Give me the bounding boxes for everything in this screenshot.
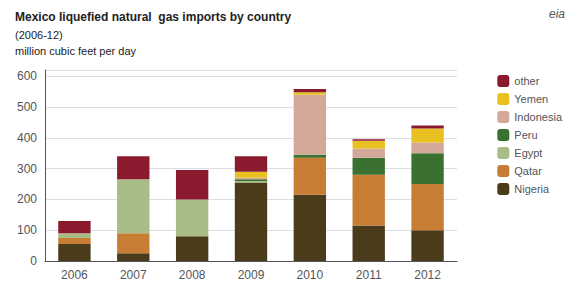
svg-text:Peru: Peru xyxy=(514,129,537,141)
svg-text:2010: 2010 xyxy=(297,268,324,282)
svg-text:Egypt: Egypt xyxy=(514,147,542,159)
svg-text:Nigeria: Nigeria xyxy=(514,183,550,195)
svg-text:Yemen: Yemen xyxy=(514,93,548,105)
svg-text:other: other xyxy=(514,75,539,87)
svg-text:2011: 2011 xyxy=(356,268,382,282)
svg-text:2009: 2009 xyxy=(238,268,265,282)
svg-text:Qatar: Qatar xyxy=(514,165,542,177)
svg-text:million cubic feet per day: million cubic feet per day xyxy=(15,45,137,57)
svg-text:2007: 2007 xyxy=(120,268,147,282)
svg-text:2012: 2012 xyxy=(414,268,441,282)
svg-text:300: 300 xyxy=(17,162,37,176)
svg-text:2006: 2006 xyxy=(61,268,88,282)
svg-text:100: 100 xyxy=(17,223,37,237)
svg-text:(2006-12): (2006-12) xyxy=(15,29,63,41)
svg-text:Mexico liquefied natural gas: Mexico liquefied natural gas imports by … xyxy=(15,10,291,24)
svg-text:400: 400 xyxy=(17,131,37,145)
svg-text:Indonesia: Indonesia xyxy=(514,111,563,123)
svg-text:200: 200 xyxy=(17,192,37,206)
svg-text:500: 500 xyxy=(17,100,37,114)
svg-text:2008: 2008 xyxy=(179,268,206,282)
svg-text:600: 600 xyxy=(17,69,37,83)
svg-text:0: 0 xyxy=(30,254,37,268)
svg-text:eia: eia xyxy=(549,7,565,21)
